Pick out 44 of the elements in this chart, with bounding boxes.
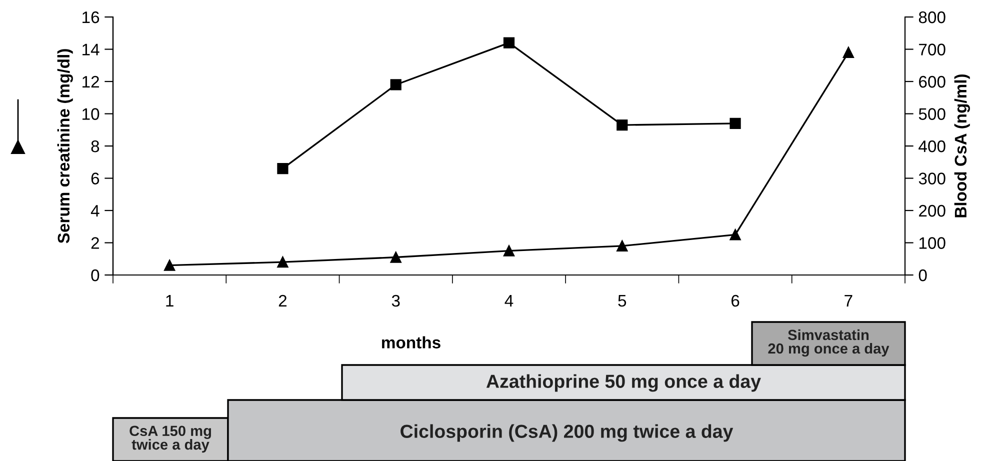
y2-tick-label: 300 (918, 172, 946, 184)
point (277, 163, 288, 174)
point (390, 79, 402, 90)
y2-axis-title: Blood CsA (ng/ml) (954, 74, 970, 218)
point (503, 37, 515, 48)
x-tick-label: 7 (844, 295, 852, 307)
y-tick-label: 16 (82, 11, 100, 24)
x-tick-label: 1 (166, 295, 174, 307)
y2-tick-label: 500 (918, 108, 946, 120)
point (730, 118, 741, 129)
y-tick-label: 0 (91, 269, 100, 282)
point (390, 252, 402, 263)
x-tick-label: 4 (504, 295, 514, 307)
y-axis-title: Serum creatinine (mg/dl) (57, 49, 73, 244)
y2-tick-label: 100 (919, 237, 946, 249)
point (616, 240, 628, 252)
y2-tick-label: 0 (918, 269, 927, 282)
x-axis-title: months (382, 336, 440, 348)
text: Simvastatin 20 mg once a day (768, 329, 890, 357)
y-tick-label: 2 (91, 237, 99, 249)
y-tick-label: 4 (90, 205, 100, 217)
y-tick-label: 8 (91, 140, 100, 152)
y2-tick-label: 600 (919, 76, 946, 88)
y2-tick-label: 700 (919, 44, 946, 56)
x-tick-label: 5 (618, 295, 626, 307)
y-tick-label: 6 (91, 172, 100, 184)
y2-tick-label: 200 (919, 204, 946, 217)
x-tick-label: 2 (278, 294, 287, 307)
y-tick-label: 14 (82, 44, 100, 56)
y-tick-label: 10 (82, 108, 100, 120)
y2-tick-label: 800 (918, 11, 946, 24)
point (164, 260, 176, 271)
y-tick-label: 12 (82, 76, 99, 88)
text: CsA 150 mg twice a day (130, 426, 211, 453)
x-tick-label: 3 (392, 294, 400, 307)
text: Azathioprine 50 mg once a day (486, 374, 761, 392)
text: Ciclosporin (CsA) 200 mg twice a day (400, 424, 734, 442)
y2-tick-label: 400 (918, 140, 946, 152)
point (842, 46, 854, 58)
point (277, 256, 288, 268)
point (503, 245, 515, 256)
point (616, 119, 628, 131)
x-tick-label: 6 (732, 294, 740, 307)
point (730, 229, 741, 240)
